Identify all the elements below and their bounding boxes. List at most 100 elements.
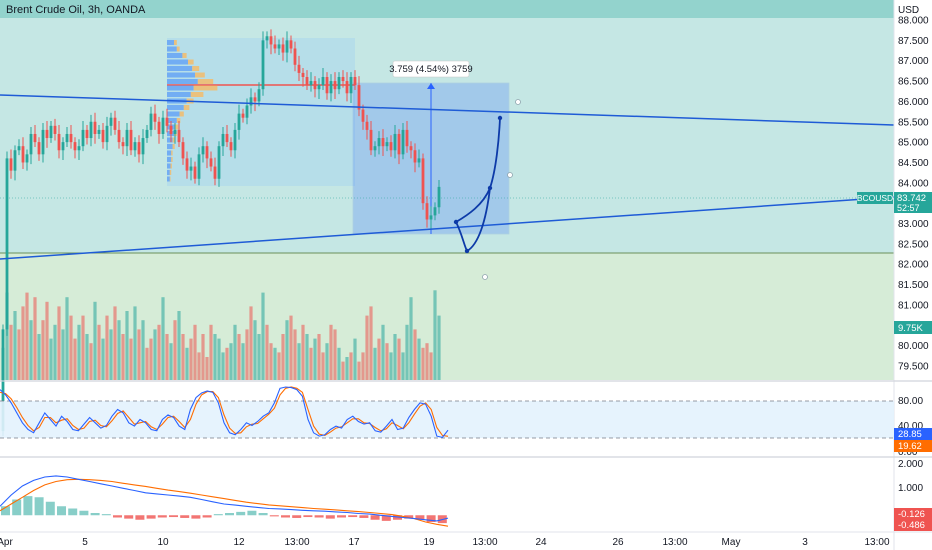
macd-histogram-bar	[247, 510, 257, 516]
macd-histogram	[1, 496, 447, 524]
volume-bar	[197, 352, 201, 380]
anchor-dot-2[interactable]	[507, 172, 513, 178]
macd-histogram-bar	[269, 515, 279, 517]
candle-body	[337, 76, 341, 90]
volume-bar	[89, 343, 93, 380]
candle-body	[221, 133, 225, 147]
volume-bar	[249, 306, 253, 380]
volume-bar	[157, 324, 161, 380]
volume-bar	[29, 320, 33, 380]
volume-bar	[305, 334, 309, 380]
candle-body	[309, 81, 313, 86]
projection-point-a[interactable]	[453, 219, 459, 225]
anchor-dot-3[interactable]	[482, 274, 488, 280]
candle-body	[181, 142, 185, 159]
macd-histogram-bar	[180, 515, 190, 518]
volume-bar	[77, 324, 81, 380]
macd-histogram-bar	[1, 506, 10, 516]
stoch-tick-40: 40.00	[898, 421, 923, 432]
candle-body	[109, 117, 113, 126]
time-tick-label: 19	[423, 537, 435, 548]
time-axis[interactable]: Apr 5 10 12 13:00 17 19 13:00 24 26 13:00 May 3 13:00	[0, 537, 890, 548]
candle-body	[433, 207, 437, 216]
volume-bar	[81, 315, 85, 380]
volume-bar	[237, 334, 241, 380]
volume-bar	[285, 320, 289, 380]
price-tick-label: 86.000	[898, 97, 929, 108]
candle-body	[173, 129, 177, 134]
candle-body	[329, 81, 333, 94]
candle-body	[45, 129, 49, 139]
price-tick-label: 80.000	[898, 341, 929, 352]
candle-body	[65, 133, 69, 143]
projection-point-b[interactable]	[464, 248, 470, 254]
candle-body	[425, 203, 429, 220]
profile-bar-down	[170, 163, 172, 169]
candle-body	[185, 158, 189, 171]
candle-body	[153, 113, 157, 122]
volume-bar	[409, 297, 413, 380]
volume-bar	[33, 297, 37, 380]
macd-histogram-bar	[359, 515, 369, 518]
candle-body	[417, 158, 421, 163]
projection-point-c[interactable]	[487, 185, 493, 191]
macd-value: -0.126	[898, 509, 925, 520]
candle-body	[233, 129, 237, 151]
volume-bar	[277, 352, 281, 380]
measure-label-box	[392, 60, 470, 78]
stochastic-d-line	[0, 386, 449, 437]
volume-bar	[301, 324, 305, 380]
candle-body	[365, 121, 369, 130]
anchor-dot-1[interactable]	[515, 99, 521, 105]
macd-histogram-bar	[202, 515, 212, 518]
volume-bar	[153, 329, 157, 380]
volume-bar	[345, 357, 349, 380]
volume-bar	[253, 320, 257, 380]
profile-bar-down	[172, 137, 175, 143]
volume-bar	[209, 324, 213, 380]
volume-bar	[69, 315, 73, 380]
volume-bar	[317, 334, 321, 380]
volume-bar	[13, 311, 17, 380]
candle-body	[121, 142, 125, 147]
volume-bar	[93, 301, 97, 380]
price-axis-panel[interactable]	[894, 0, 932, 550]
candle-body	[353, 76, 357, 86]
volume-bar	[189, 338, 193, 380]
price-tick-label: 84.000	[898, 178, 929, 189]
candle-body	[341, 76, 345, 82]
time-tick-label: 13:00	[662, 537, 687, 548]
volume-bar	[337, 347, 341, 380]
volume-bar	[181, 334, 185, 380]
macd-histogram-bar	[348, 515, 358, 518]
volume-bar	[41, 320, 45, 380]
volume-bar	[341, 361, 345, 380]
profile-bar-up	[167, 85, 194, 91]
candle-body	[229, 142, 233, 151]
candle-body	[217, 146, 221, 179]
candle-body	[301, 72, 305, 77]
candle-body	[317, 85, 321, 90]
lower-trend-line[interactable]	[0, 196, 895, 260]
candle-body	[157, 121, 161, 134]
profile-bar-down	[188, 59, 194, 65]
volume-bar	[133, 306, 137, 380]
candle-body	[253, 97, 257, 102]
candle-body	[285, 40, 289, 53]
countdown-label: 52:57	[897, 203, 920, 213]
upper-trend-line[interactable]	[0, 94, 895, 126]
candle-body	[169, 125, 173, 134]
candle-body	[177, 129, 181, 143]
candle-body	[297, 64, 301, 73]
profile-bar-down	[171, 157, 173, 162]
candle-body	[85, 129, 89, 139]
time-tick-label: 13:00	[864, 537, 889, 548]
candle-body	[357, 85, 361, 110]
volume-bar	[381, 324, 385, 380]
profile-bar-down	[169, 170, 172, 175]
candle-body	[333, 81, 337, 90]
volume-bar	[353, 338, 357, 380]
projection-point-d[interactable]	[497, 115, 503, 121]
time-tick-label: 24	[535, 537, 547, 548]
